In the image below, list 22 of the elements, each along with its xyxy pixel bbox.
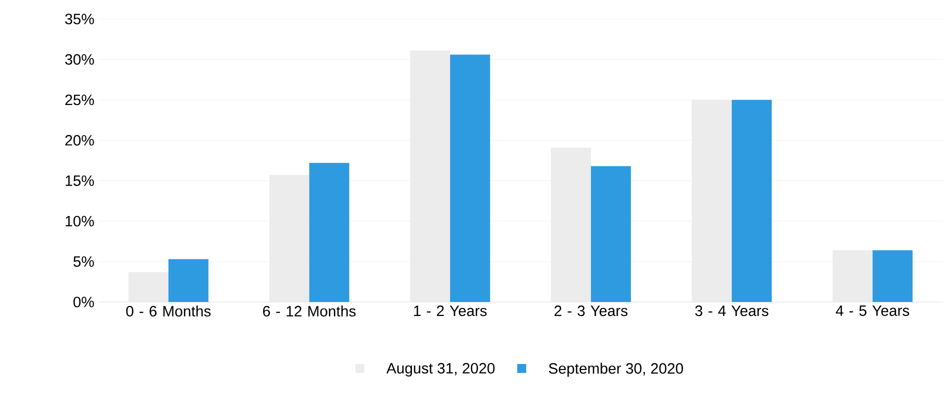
bar [168,259,208,302]
x-tick-label: 1 - 2 Years [414,306,487,316]
legend-label: August 31, 2020 [386,362,495,377]
y-tick-label: 15% [66,175,94,186]
bar [450,54,490,302]
y-tick-label: 35% [65,14,94,24]
x-tick-label: 4 - 5 Years [836,306,910,316]
bar [590,166,631,302]
bar [872,250,913,302]
y-tick-label: 20% [65,134,94,146]
y-tick-label: 30% [65,54,94,65]
legend-label: September 30, 2020 [548,362,684,377]
y-tick-label: 0% [73,296,94,308]
y-tick-label: 5% [73,256,94,267]
bar [732,100,772,302]
x-tick-label: 6 - 12 Months [263,306,356,316]
x-tick-label: 2 - 3 Years [554,306,628,316]
y-tick-label: 25% [65,94,94,106]
y-tick-label: 10% [66,216,94,226]
x-tick-label: 3 - 4 Years [695,306,768,316]
bar [309,162,350,302]
x-tick-label: 0 - 6 Months [126,306,211,316]
